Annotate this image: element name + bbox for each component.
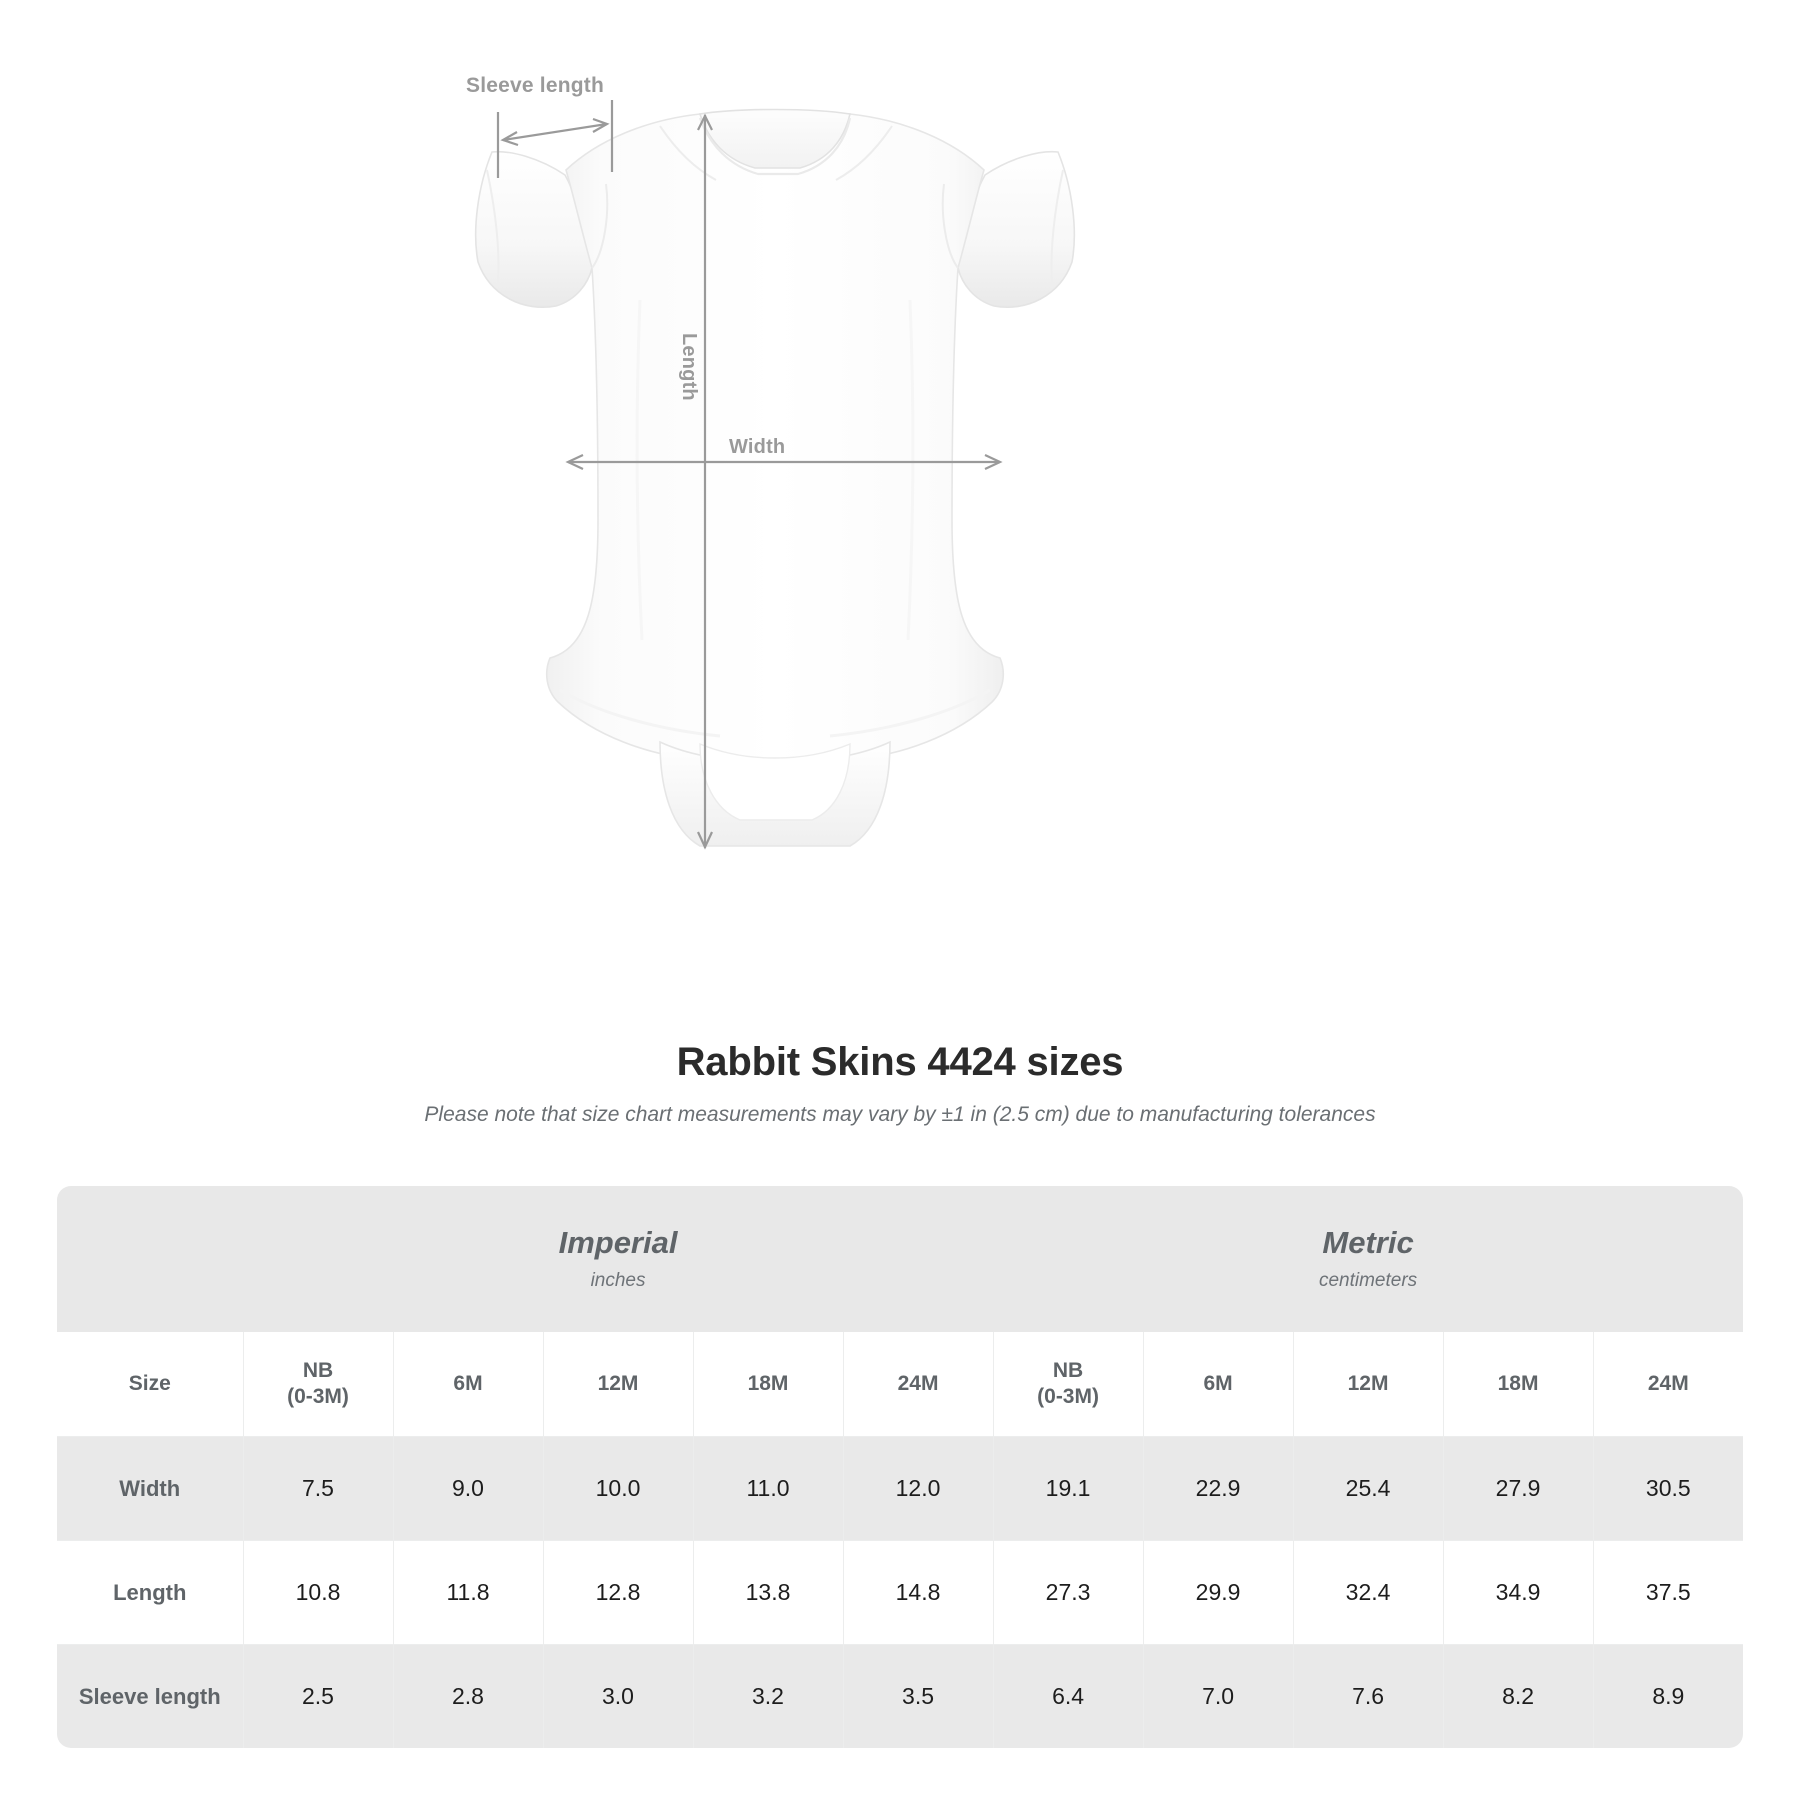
length-annotation-label: Length	[678, 333, 700, 401]
sleeve-arrow-line	[502, 122, 608, 142]
row-label-width: Width	[57, 1436, 243, 1541]
cell-sleeve-metric-12m: 7.6	[1292, 1644, 1444, 1748]
cell-length-imperial-nb: 10.8	[242, 1540, 393, 1645]
cell-length-metric-nb: 27.3	[992, 1540, 1144, 1645]
width-annotation-label: Width	[729, 436, 786, 458]
width-arrow-head-left	[565, 454, 584, 470]
cell-width-metric-6m: 22.9	[1142, 1436, 1294, 1541]
row-label-length: Length	[57, 1540, 243, 1645]
size-header-line2: (0-3M)	[287, 1385, 349, 1408]
unit-group-metric: Metric centimeters	[993, 1186, 1744, 1332]
cell-width-imperial-6m: 9.0	[392, 1436, 543, 1541]
cell-length-metric-12m: 32.4	[1292, 1540, 1444, 1645]
size-header-row: Size NB (0-3M) 6M 12M 18M 24M NB (0-3M) …	[57, 1332, 1744, 1437]
unit-group-imperial: Imperial inches	[243, 1186, 994, 1332]
size-chart-table-wrapper: Imperial inches Metric centimeters Size …	[57, 1186, 1744, 1748]
size-header-cell-imperial-12m: 12M	[542, 1332, 693, 1437]
cell-length-imperial-12m: 12.8	[542, 1540, 693, 1645]
size-header-line1: NB	[302, 1358, 334, 1382]
bodysuit-shape	[474, 108, 1076, 847]
cell-length-imperial-18m: 13.8	[692, 1540, 843, 1645]
cell-sleeve-imperial-12m: 3.0	[542, 1644, 693, 1748]
cell-length-metric-18m: 34.9	[1442, 1540, 1594, 1645]
cell-length-imperial-24m: 14.8	[842, 1540, 994, 1645]
size-header-line1: NB	[1052, 1358, 1084, 1382]
width-arrow-head-right	[984, 454, 1003, 470]
cell-sleeve-metric-6m: 7.0	[1142, 1644, 1294, 1748]
cell-sleeve-imperial-24m: 3.5	[842, 1644, 994, 1748]
cell-width-metric-12m: 25.4	[1292, 1436, 1444, 1541]
size-header-cell-metric-6m: 6M	[1142, 1332, 1294, 1437]
cell-width-imperial-18m: 11.0	[692, 1436, 843, 1541]
unit-group-imperial-sub: inches	[590, 1270, 646, 1292]
measurement-lines	[496, 100, 1003, 850]
size-header-cell-imperial-nb: NB (0-3M)	[242, 1332, 393, 1437]
cell-width-imperial-nb: 7.5	[242, 1436, 393, 1541]
cell-sleeve-metric-nb: 6.4	[992, 1644, 1144, 1748]
size-header-label: Size	[57, 1332, 243, 1437]
sleeve-arrow-head-right	[592, 117, 610, 133]
unit-group-header-row: Imperial inches Metric centimeters	[57, 1186, 1744, 1332]
size-header-cell-metric-nb: NB (0-3M)	[992, 1332, 1144, 1437]
page-subtitle: Please note that size chart measurements…	[424, 1103, 1376, 1126]
unit-group-imperial-name: Imperial	[558, 1224, 678, 1260]
cell-width-metric-nb: 19.1	[992, 1436, 1144, 1541]
unit-group-metric-sub: centimeters	[1318, 1270, 1418, 1292]
size-chart-table: Imperial inches Metric centimeters Size …	[57, 1186, 1744, 1748]
cell-length-metric-6m: 29.9	[1142, 1540, 1294, 1645]
size-header-line2: (0-3M)	[1037, 1385, 1099, 1408]
cell-sleeve-imperial-6m: 2.8	[392, 1644, 543, 1748]
size-header-cell-imperial-24m: 24M	[842, 1332, 994, 1437]
cell-width-imperial-24m: 12.0	[842, 1436, 994, 1541]
cell-width-imperial-12m: 10.0	[542, 1436, 693, 1541]
cell-width-metric-18m: 27.9	[1442, 1436, 1594, 1541]
size-header-cell-imperial-6m: 6M	[392, 1332, 543, 1437]
table-row: Sleeve length 2.5 2.8 3.0 3.2 3.5 6.4 7.…	[57, 1644, 1744, 1748]
size-header-cell-metric-24m: 24M	[1592, 1332, 1744, 1437]
table-row: Length 10.8 11.8 12.8 13.8 14.8 27.3 29.…	[57, 1540, 1744, 1645]
cell-sleeve-imperial-18m: 3.2	[692, 1644, 843, 1748]
size-header-cell-metric-18m: 18M	[1442, 1332, 1594, 1437]
sleeve-arrow-head-left	[500, 131, 519, 147]
page-title: Rabbit Skins 4424 sizes	[676, 1040, 1124, 1084]
garment-illustration: Sleeve length Width Length	[466, 74, 1076, 850]
size-header-cell-imperial-18m: 18M	[692, 1332, 843, 1437]
title-block: Rabbit Skins 4424 sizes Please note that…	[0, 1040, 1800, 1127]
cell-length-metric-24m: 37.5	[1592, 1540, 1744, 1645]
unit-group-metric-name: Metric	[1322, 1224, 1414, 1260]
sleeve-length-annotation-label: Sleeve length	[466, 74, 604, 97]
length-arrow-head-bottom	[697, 831, 713, 850]
table-row: Width 7.5 9.0 10.0 11.0 12.0 19.1 22.9 2…	[57, 1436, 1744, 1541]
size-header-cell-metric-12m: 12M	[1292, 1332, 1444, 1437]
cell-length-imperial-6m: 11.8	[392, 1540, 543, 1645]
cell-sleeve-metric-18m: 8.2	[1442, 1644, 1594, 1748]
cell-width-metric-24m: 30.5	[1592, 1436, 1744, 1541]
bodysuit-diagram	[474, 100, 1076, 850]
row-label-sleeve-length: Sleeve length	[57, 1644, 243, 1748]
unit-header-spacer	[57, 1186, 243, 1332]
length-arrow-head-top	[697, 113, 713, 131]
cell-sleeve-metric-24m: 8.9	[1592, 1644, 1744, 1748]
cell-sleeve-imperial-nb: 2.5	[242, 1644, 393, 1748]
